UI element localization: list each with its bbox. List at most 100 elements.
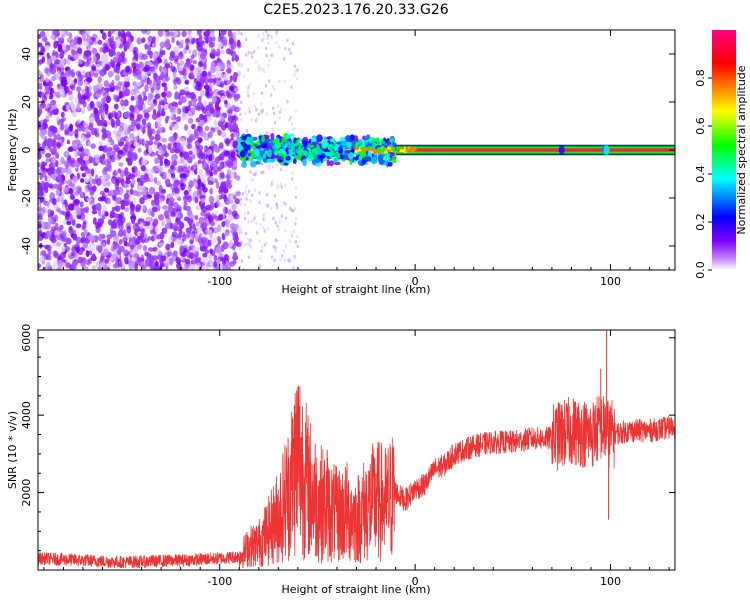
signal-blob [377, 148, 382, 152]
noise-dot [179, 50, 183, 57]
noise-dot [294, 109, 297, 113]
noise-dot [296, 68, 299, 72]
noise-dot [226, 63, 232, 70]
snr-x-label: Height of straight line (km) [281, 583, 430, 596]
noise-dot [123, 75, 131, 82]
noise-dot [59, 236, 66, 242]
noise-dot [195, 132, 200, 139]
noise-dot [179, 60, 185, 66]
noise-dot [61, 232, 67, 237]
noise-dot [115, 38, 122, 45]
noise-dot [237, 61, 241, 67]
noise-dot [124, 256, 129, 265]
noise-dot [161, 91, 167, 98]
noise-dot [44, 253, 49, 260]
noise-dot [85, 130, 91, 139]
noise-dot [59, 53, 65, 58]
noise-dot [40, 164, 46, 172]
noise-dot [53, 104, 57, 110]
noise-dot [165, 90, 173, 98]
snr-y-label: SNR (10 * v/v) [6, 411, 19, 489]
noise-dot [79, 178, 85, 183]
noise-dot [130, 95, 135, 101]
noise-dot [290, 208, 294, 213]
noise-dot [105, 64, 111, 71]
noise-dot [274, 246, 277, 250]
noise-dot [268, 79, 271, 83]
noise-dot [210, 48, 216, 55]
noise-dot [148, 224, 154, 232]
colorbar: 0.0 0.2 0.4 0.6 0.8 Normalized spectral ampl… [694, 30, 748, 279]
noise-dot [95, 222, 100, 230]
noise-dot [129, 133, 135, 139]
noise-dot [159, 159, 164, 167]
noise-dot [221, 220, 226, 228]
noise-dot [141, 72, 146, 81]
noise-dot [247, 85, 250, 90]
noise-dot [120, 203, 125, 210]
noise-dot [103, 103, 109, 111]
noise-dot [177, 115, 182, 122]
y-tick-label: 0 [20, 147, 33, 154]
noise-dot [255, 117, 259, 122]
noise-dot [252, 172, 255, 177]
noise-dot [38, 222, 42, 229]
noise-dot [134, 94, 139, 101]
noise-dot [82, 121, 90, 128]
noise-dot [60, 33, 65, 39]
noise-dot [171, 231, 178, 237]
noise-dot [112, 56, 119, 64]
noise-dot [68, 94, 74, 102]
noise-dot [135, 100, 140, 107]
noise-dot [207, 230, 212, 237]
noise-dot [101, 32, 107, 41]
signal-blob [365, 134, 371, 140]
noise-dot [69, 213, 73, 222]
noise-dot [38, 182, 42, 187]
signal-line-core [395, 148, 675, 152]
noise-dot [294, 216, 298, 221]
noise-dot [119, 170, 126, 177]
noise-dot [167, 205, 174, 214]
noise-dot [262, 67, 265, 71]
noise-dot [183, 86, 190, 92]
noise-dot [60, 30, 65, 36]
noise-dot [234, 106, 240, 113]
noise-dot [143, 95, 148, 101]
signal-blob [242, 135, 247, 141]
noise-dot [75, 223, 82, 229]
noise-dot [61, 42, 66, 51]
noise-dot [221, 130, 226, 138]
noise-dot [246, 68, 250, 72]
signal-blob [377, 150, 382, 154]
noise-dot [239, 117, 243, 122]
noise-dot [107, 198, 111, 205]
noise-dot [255, 221, 258, 226]
noise-dot [239, 197, 243, 202]
spectrogram-panel: -100 0 100 -40 -20 0 20 40 Height of straight … [6, 29, 676, 296]
noise-dot [208, 90, 214, 97]
noise-dot [96, 178, 102, 186]
noise-dot [278, 110, 282, 114]
signal-blob [326, 159, 330, 167]
noise-dot [273, 258, 276, 263]
noise-dot [265, 54, 268, 58]
noise-dot [147, 247, 154, 252]
signal-blob [288, 148, 294, 153]
signal-blob [302, 136, 309, 143]
noise-dot [156, 117, 162, 124]
signal-blob [347, 151, 354, 160]
noise-dot [218, 153, 225, 161]
signal-blob [380, 140, 386, 144]
noise-dot [194, 215, 199, 221]
signal-blob [358, 140, 362, 148]
noise-dot [243, 216, 247, 221]
noise-dot [163, 84, 168, 93]
noise-dot [176, 40, 180, 46]
noise-dot [123, 123, 128, 130]
noise-dot [67, 203, 74, 211]
noise-dot [253, 104, 257, 109]
noise-dot [45, 262, 52, 270]
noise-dot [156, 110, 161, 118]
